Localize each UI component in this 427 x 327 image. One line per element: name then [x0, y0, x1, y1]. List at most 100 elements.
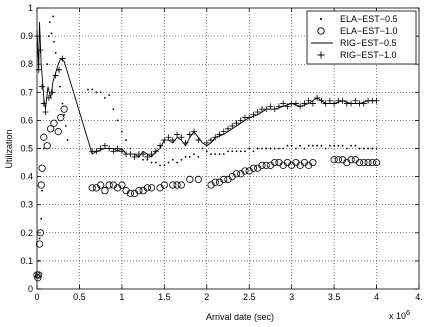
data-point — [180, 158, 183, 161]
data-point — [201, 147, 204, 150]
data-point — [286, 144, 289, 147]
data-point — [271, 158, 279, 167]
data-point — [341, 144, 344, 147]
data-point — [252, 150, 255, 153]
data-point — [254, 108, 261, 115]
data-point — [352, 97, 359, 104]
data-point — [237, 117, 244, 124]
data-point — [186, 175, 194, 184]
data-point — [197, 156, 200, 158]
x-tick-label: 3.5 — [328, 292, 341, 302]
y-axis-label: Utilization — [4, 129, 14, 168]
data-point — [233, 120, 240, 127]
data-point — [358, 147, 361, 150]
data-point — [37, 47, 44, 54]
series-layer — [33, 15, 381, 282]
data-point — [328, 144, 331, 147]
data-point — [203, 139, 210, 146]
data-point — [59, 85, 61, 88]
data-point — [331, 100, 338, 107]
data-point — [250, 111, 257, 118]
data-point — [48, 21, 51, 23]
data-point — [35, 240, 44, 248]
data-point — [337, 144, 340, 147]
data-point — [229, 123, 236, 130]
data-point — [93, 148, 100, 155]
legend-label-ela-0-5: ELA−EST−0.5 — [340, 14, 398, 24]
y-tick-label: 0.7 — [20, 87, 33, 97]
data-point — [40, 133, 48, 141]
data-point — [267, 103, 274, 110]
legend-label-ela-1-0: ELA−EST−1.0 — [340, 26, 398, 36]
data-point — [292, 100, 299, 107]
data-point — [284, 103, 291, 110]
data-point — [208, 137, 215, 144]
data-point — [105, 181, 113, 189]
data-point — [375, 147, 378, 150]
data-point — [188, 156, 191, 158]
data-point — [368, 158, 376, 167]
data-point — [303, 147, 306, 150]
data-point — [348, 100, 355, 107]
data-point — [118, 148, 125, 155]
data-point — [210, 153, 212, 156]
data-point — [160, 181, 168, 189]
data-point — [143, 184, 151, 192]
data-point — [120, 130, 123, 133]
data-point — [271, 106, 278, 113]
data-point — [38, 237, 41, 240]
data-point — [60, 105, 68, 113]
data-point — [61, 102, 64, 105]
data-point — [311, 144, 314, 147]
legend-label-rig-1-0: RIG−EST−1.0 — [340, 50, 397, 60]
data-point — [193, 153, 195, 156]
data-point — [163, 164, 166, 167]
data-point — [248, 147, 251, 150]
data-point — [299, 144, 302, 147]
data-point — [171, 158, 174, 161]
data-point — [108, 94, 111, 97]
data-point — [54, 52, 57, 54]
data-point — [129, 147, 132, 150]
data-point — [173, 181, 181, 189]
data-point — [301, 100, 308, 107]
y-tick-label: 1 — [28, 3, 33, 13]
data-point — [157, 142, 164, 149]
data-point — [35, 271, 43, 279]
data-point — [127, 151, 134, 158]
data-point — [269, 147, 272, 150]
data-point — [42, 108, 49, 115]
data-point — [309, 158, 317, 167]
data-point — [211, 178, 219, 186]
y-tick-label: 0.2 — [20, 228, 33, 238]
data-point — [314, 94, 321, 101]
data-point — [152, 148, 159, 155]
data-point — [59, 55, 66, 62]
ticks: 0 0.5 1 1.5 2 2.5 3 3.5 4 4. 0 0.1 0.2 0.3 0.4 0.5 0.6 0.… — [20, 3, 422, 302]
data-point — [256, 147, 259, 150]
x-tick-label: 0.5 — [73, 292, 86, 302]
data-point — [50, 32, 53, 35]
data-point — [116, 119, 119, 122]
data-point — [334, 156, 342, 164]
data-point — [227, 150, 229, 153]
data-point — [191, 128, 198, 135]
data-point — [232, 170, 241, 178]
data-point — [194, 175, 202, 184]
data-point — [88, 184, 96, 192]
data-point — [154, 161, 157, 164]
data-point — [307, 144, 310, 147]
x-tick-label: 2 — [204, 292, 209, 302]
data-point — [144, 153, 151, 160]
data-point — [176, 161, 178, 164]
data-point — [42, 147, 45, 150]
y-tick-label: 0.3 — [20, 200, 33, 210]
data-point — [140, 151, 147, 158]
data-point — [222, 153, 225, 156]
data-point — [174, 131, 181, 138]
y-tick-label: 0.1 — [20, 256, 33, 266]
y-tick-label: 0.8 — [20, 59, 33, 69]
data-point — [278, 147, 280, 150]
data-point — [99, 91, 102, 94]
